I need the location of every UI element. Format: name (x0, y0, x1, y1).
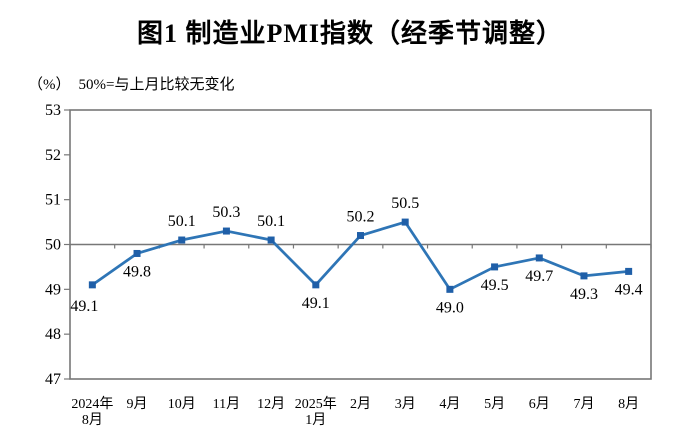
data-point-label: 49.1 (70, 298, 98, 315)
y-axis-tick-label: 47 (45, 371, 61, 388)
data-point-label: 50.2 (347, 209, 375, 226)
data-point-label: 49.7 (525, 268, 553, 285)
y-axis-tick-label: 51 (45, 192, 61, 209)
data-point-label: 50.1 (257, 213, 285, 230)
y-axis-tick-label: 49 (45, 281, 61, 298)
data-point-marker (625, 267, 633, 275)
y-axis-tick-label: 48 (45, 326, 61, 343)
x-axis-tick-label: 1月 (305, 412, 326, 428)
data-point-marker (535, 254, 543, 262)
data-point-label: 49.5 (481, 277, 509, 294)
chart-title: 图1 制造业PMI指数（经季节调整） (136, 19, 564, 48)
x-axis-tick-label: 12月 (257, 396, 285, 412)
data-point-label: 49.8 (123, 263, 151, 280)
x-axis-tick-label: 3月 (395, 396, 416, 412)
data-point-label: 49.0 (436, 299, 464, 316)
reference-note: 50%=与上月比较无变化 (78, 77, 235, 93)
x-axis-tick-label: 2月 (350, 396, 371, 412)
data-point-label: 49.1 (302, 295, 330, 312)
data-point-marker (88, 281, 96, 289)
x-axis-tick-label: 9月 (127, 396, 148, 412)
data-point-marker (401, 218, 409, 226)
data-point-marker (357, 232, 364, 240)
data-point-marker (267, 236, 275, 244)
x-axis-tick-label: 7月 (573, 396, 594, 412)
x-axis-tick-label: 11月 (213, 396, 240, 412)
data-point-marker (491, 263, 499, 271)
data-point-marker (222, 227, 230, 235)
x-axis-tick-label: 5月 (484, 396, 505, 412)
x-axis-tick-label: 2024年 (71, 396, 113, 412)
chart-subtitle: （%） 50%=与上月比较无变化 (28, 73, 234, 94)
y-axis-tick-label: 50 (45, 237, 61, 254)
x-axis-tick-label: 8月 (618, 396, 639, 412)
x-axis-tick-label: 6月 (529, 396, 550, 412)
data-point-marker (133, 249, 141, 257)
data-point-marker (178, 236, 186, 244)
data-point-marker (446, 285, 454, 293)
data-point-marker (580, 272, 588, 280)
data-point-label: 50.1 (168, 213, 196, 230)
data-point-marker (312, 281, 320, 289)
x-axis-tick-label: 8月 (82, 412, 103, 428)
y-axis-tick-label: 52 (45, 147, 61, 164)
y-axis-tick-label: 53 (45, 102, 61, 119)
data-point-label: 49.3 (570, 286, 598, 303)
x-axis-tick-label: 10月 (168, 396, 196, 412)
x-axis-tick-label: 4月 (439, 396, 460, 412)
x-axis-tick-label: 2025年 (295, 396, 337, 412)
data-point-label: 50.3 (212, 204, 240, 221)
y-axis-unit-label: （%） (28, 77, 71, 93)
data-point-label: 49.4 (615, 281, 643, 298)
data-point-label: 50.5 (391, 195, 419, 212)
